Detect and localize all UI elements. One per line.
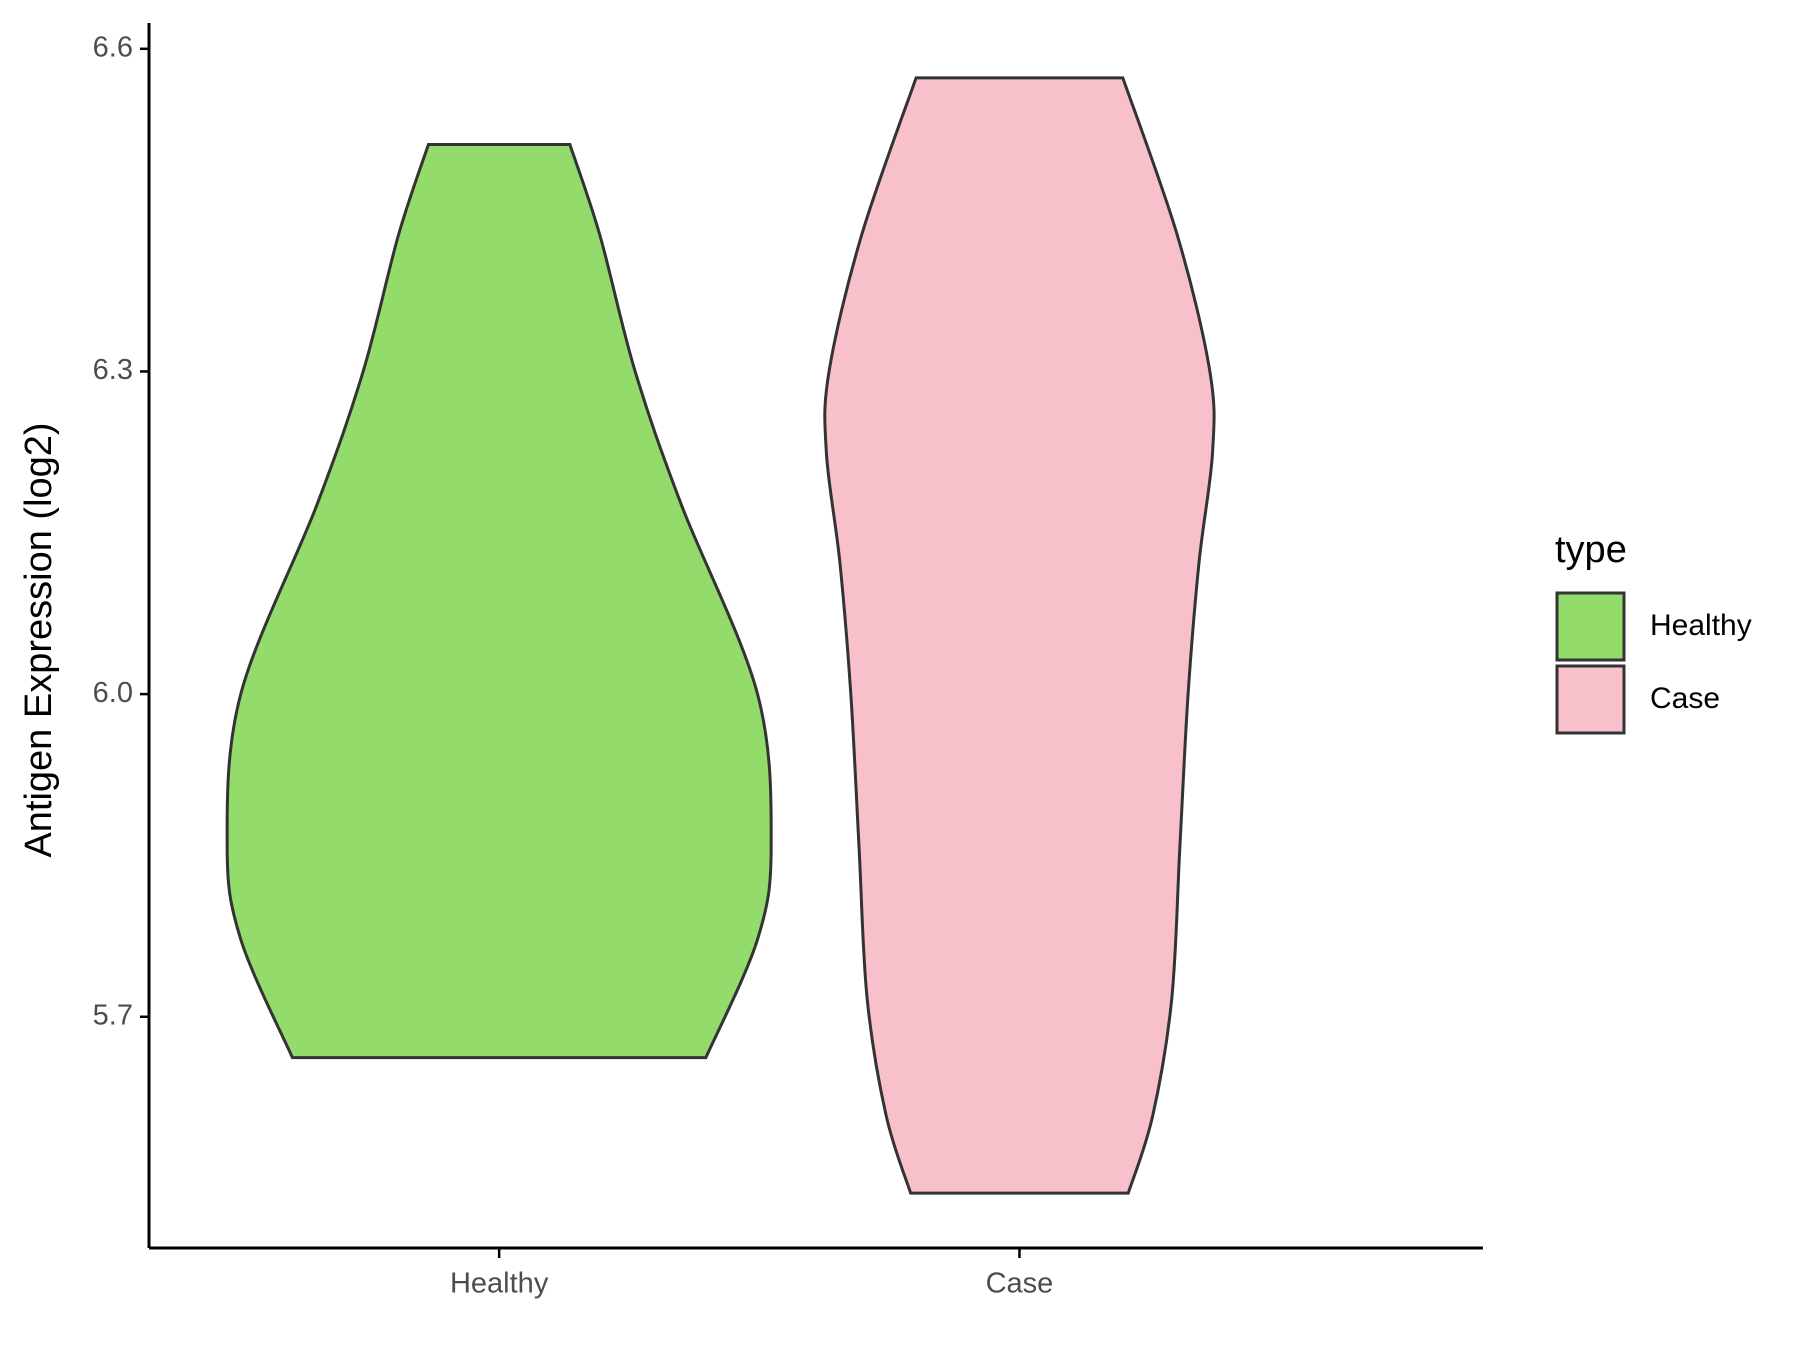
legend-title: type (1555, 529, 1627, 571)
x-tick-label: Healthy (450, 1268, 549, 1300)
violin (225, 143, 773, 1060)
y-tick-label: 5.7 (93, 999, 133, 1031)
legend-key (1555, 591, 1626, 662)
x-tick-label: Case (986, 1268, 1054, 1300)
legend-label: Healthy (1650, 609, 1752, 642)
y-tick-label: 6.6 (93, 31, 133, 63)
violin (823, 76, 1216, 1195)
y-tick-label: 6.0 (93, 677, 133, 709)
legend-label: Case (1650, 682, 1720, 715)
y-tick-label: 6.3 (93, 354, 133, 386)
legend-key (1555, 664, 1626, 735)
y-axis-label: Antigen Expression (log2) (18, 422, 60, 857)
